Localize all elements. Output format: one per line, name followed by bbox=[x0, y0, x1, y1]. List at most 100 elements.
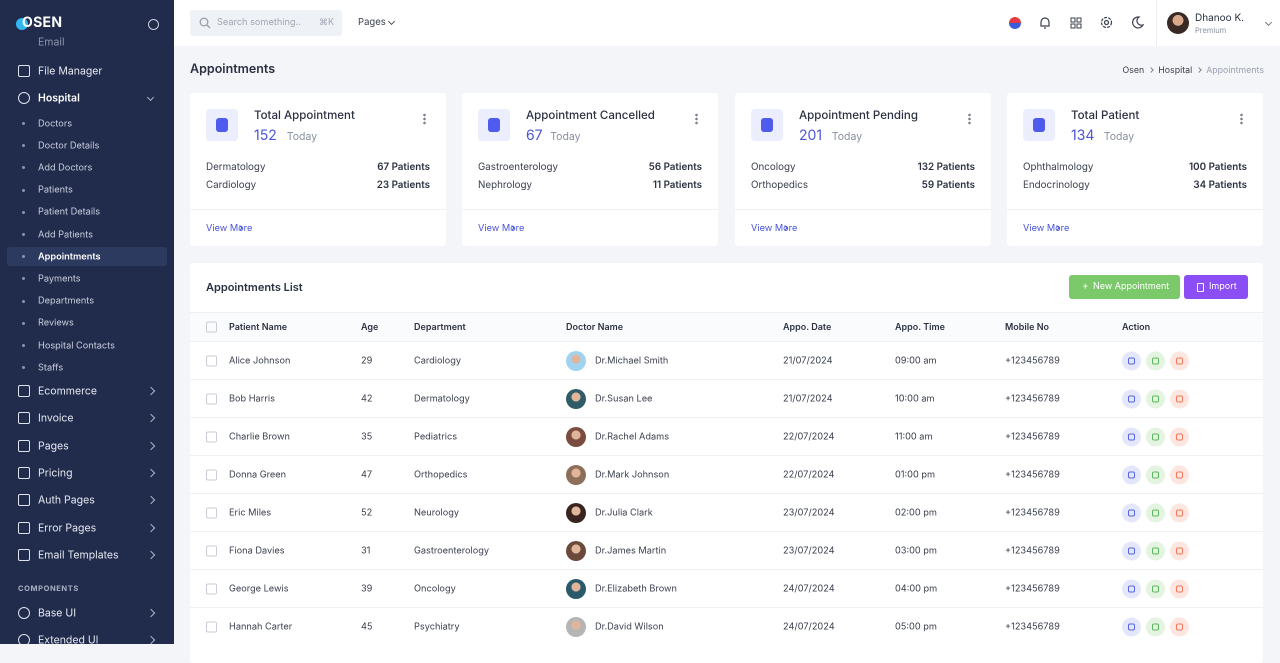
menu-item[interactable]: Pricing bbox=[38, 466, 73, 480]
row-checkbox[interactable] bbox=[206, 355, 217, 367]
delete-button[interactable] bbox=[1170, 389, 1189, 409]
menu-item[interactable]: Error Pages bbox=[38, 521, 97, 534]
cell: Gastroenterology bbox=[414, 545, 490, 557]
collapse-button[interactable] bbox=[148, 19, 159, 30]
delete-button[interactable] bbox=[1170, 541, 1189, 561]
row-checkbox[interactable] bbox=[206, 583, 217, 595]
view-button[interactable] bbox=[1122, 541, 1141, 561]
cell: 23/07/2024 bbox=[783, 545, 835, 557]
submenu-item[interactable]: Payments bbox=[38, 273, 81, 285]
menu-item[interactable]: Extended UI bbox=[38, 633, 99, 644]
view-more-link[interactable]: View More bbox=[478, 223, 525, 234]
cell: Dr.David Wilson bbox=[595, 621, 664, 633]
submenu-dot bbox=[22, 166, 25, 170]
user-menu[interactable]: Dhanoo K. Premium bbox=[1156, 0, 1280, 46]
edit-button[interactable] bbox=[1146, 579, 1165, 599]
submenu-item[interactable]: Hospital Contacts bbox=[38, 340, 115, 351]
menu-section: COMPONENTS bbox=[18, 584, 79, 593]
theme-icon[interactable] bbox=[1131, 16, 1144, 29]
menu-icon bbox=[18, 634, 30, 644]
pages-menu[interactable]: Pages bbox=[358, 17, 386, 28]
row-checkbox[interactable] bbox=[206, 545, 217, 557]
menu-item[interactable]: Pages bbox=[38, 439, 69, 453]
cell: 21/07/2024 bbox=[783, 355, 833, 367]
card-menu[interactable] bbox=[423, 113, 426, 125]
cell: Eric Miles bbox=[229, 507, 272, 519]
settings-icon[interactable] bbox=[1100, 16, 1113, 29]
delete-button[interactable] bbox=[1170, 465, 1189, 485]
menu-chevron bbox=[146, 523, 156, 532]
row-checkbox[interactable] bbox=[206, 507, 217, 519]
submenu-item[interactable]: Staffs bbox=[38, 362, 64, 374]
view-button[interactable] bbox=[1122, 503, 1141, 523]
row-checkbox[interactable] bbox=[206, 393, 217, 405]
delete-button[interactable] bbox=[1170, 579, 1189, 599]
menu-chevron bbox=[146, 441, 156, 450]
submenu-item[interactable]: Patient Details bbox=[38, 206, 101, 218]
menu-chevron bbox=[146, 550, 156, 560]
edit-button[interactable] bbox=[1146, 427, 1165, 447]
card-menu[interactable] bbox=[1240, 113, 1243, 125]
edit-button[interactable] bbox=[1146, 389, 1165, 409]
menu-item[interactable]: Email Templates bbox=[38, 548, 119, 562]
menu-item[interactable]: Base UI bbox=[38, 606, 77, 620]
delete-button[interactable] bbox=[1170, 427, 1189, 447]
submenu-item[interactable]: Reviews bbox=[38, 317, 74, 329]
stat-card: Total Patient 134 Today Ophthalmology 100 Pa… bbox=[1007, 93, 1263, 246]
submenu-item[interactable]: Departments bbox=[38, 295, 95, 307]
edit-button[interactable] bbox=[1146, 617, 1165, 637]
view-button[interactable] bbox=[1122, 389, 1141, 409]
cell: Oncology bbox=[414, 583, 456, 595]
edit-button[interactable] bbox=[1146, 465, 1165, 485]
new-appointment-button[interactable]: New Appointment + bbox=[1069, 275, 1180, 299]
view-more-link[interactable]: View More bbox=[1023, 223, 1070, 234]
view-more-link[interactable]: View More bbox=[206, 223, 253, 234]
delete-button[interactable] bbox=[1170, 617, 1189, 637]
select-all-checkbox[interactable] bbox=[206, 321, 217, 333]
card-menu[interactable] bbox=[968, 113, 971, 125]
breadcrumb-item[interactable]: Osen bbox=[1122, 65, 1145, 76]
breadcrumb-item[interactable]: Hospital bbox=[1158, 65, 1193, 76]
edit-button[interactable] bbox=[1146, 503, 1165, 523]
edit-button[interactable] bbox=[1146, 541, 1165, 561]
row-checkbox[interactable] bbox=[206, 431, 217, 443]
menu-item[interactable]: Invoice bbox=[38, 411, 74, 425]
submenu-item[interactable]: Doctors bbox=[38, 118, 73, 129]
submenu-dot bbox=[22, 255, 25, 259]
menu-item[interactable]: File Manager bbox=[38, 64, 103, 78]
view-button[interactable] bbox=[1122, 617, 1141, 637]
submenu-item[interactable]: Patients bbox=[38, 184, 73, 196]
edit-button[interactable] bbox=[1146, 351, 1165, 371]
menu-item[interactable]: Auth Pages bbox=[38, 493, 95, 507]
view-button[interactable] bbox=[1122, 579, 1141, 599]
view-button[interactable] bbox=[1122, 465, 1141, 485]
view-button[interactable] bbox=[1122, 351, 1141, 371]
menu-item[interactable]: Hospital bbox=[38, 91, 80, 105]
search-shortcut: ⌘K bbox=[318, 17, 334, 28]
language-flag[interactable] bbox=[1009, 17, 1021, 29]
submenu-item[interactable]: Appointments bbox=[38, 251, 101, 263]
card-menu[interactable] bbox=[695, 113, 698, 125]
cell: Dr.Mark Johnson bbox=[595, 469, 670, 481]
view-button[interactable] bbox=[1122, 427, 1141, 447]
submenu-dot bbox=[22, 188, 25, 192]
search-box[interactable]: Search something.. ⌘K bbox=[190, 10, 342, 36]
delete-button[interactable] bbox=[1170, 351, 1189, 371]
delete-button[interactable] bbox=[1170, 503, 1189, 523]
menu-item: Email bbox=[38, 35, 65, 49]
apps-icon[interactable] bbox=[1070, 17, 1082, 29]
menu-icon bbox=[18, 494, 30, 507]
row-checkbox[interactable] bbox=[206, 621, 217, 633]
menu-item[interactable]: Ecommerce bbox=[38, 384, 98, 398]
doctor-avatar bbox=[566, 541, 586, 561]
view-more-link[interactable]: View More bbox=[751, 223, 798, 234]
cell: Dr.James Martin bbox=[595, 545, 667, 557]
row-checkbox[interactable] bbox=[206, 469, 217, 481]
import-button[interactable]: Import bbox=[1184, 275, 1248, 299]
notification-icon[interactable] bbox=[1039, 16, 1051, 30]
submenu-item[interactable]: Add Doctors bbox=[38, 162, 93, 174]
patient-count: 11 Patients bbox=[652, 180, 702, 191]
submenu-item[interactable]: Doctor Details bbox=[38, 140, 100, 152]
cell: George Lewis bbox=[229, 583, 289, 595]
submenu-item[interactable]: Add Patients bbox=[38, 229, 93, 240]
